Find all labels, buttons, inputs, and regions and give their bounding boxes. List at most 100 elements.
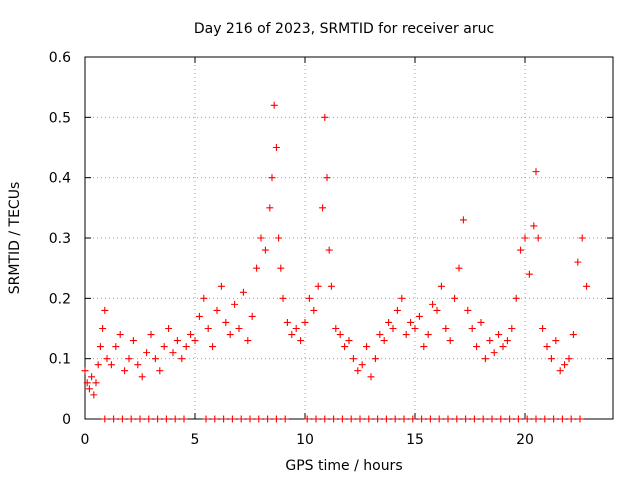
data-point [556, 367, 564, 375]
data-point [327, 282, 335, 290]
data-point [257, 234, 265, 242]
baseline-point [237, 415, 245, 423]
baseline-point [462, 415, 470, 423]
data-point [277, 264, 285, 272]
data-point [217, 282, 225, 290]
data-point [385, 318, 393, 326]
data-point [200, 294, 208, 302]
data-point [323, 174, 331, 182]
baseline-point [409, 415, 417, 423]
y-tick-label: 0.2 [49, 291, 71, 307]
data-point [490, 349, 498, 357]
data-point [532, 168, 540, 176]
data-point [310, 306, 318, 314]
data-point [376, 331, 384, 339]
data-point [173, 337, 181, 345]
data-point [112, 343, 120, 351]
data-point [226, 331, 234, 339]
data-point [512, 294, 520, 302]
data-point [561, 361, 569, 369]
baseline-point [211, 415, 219, 423]
x-tick-label: 10 [296, 432, 314, 448]
data-point [437, 282, 445, 290]
y-tick-label: 0 [62, 412, 71, 428]
data-point [134, 361, 142, 369]
data-point [231, 300, 239, 308]
data-point [94, 361, 102, 369]
data-point [88, 373, 96, 381]
baseline-point [558, 415, 566, 423]
data-point [92, 379, 100, 387]
data-point [275, 234, 283, 242]
data-point [266, 204, 274, 212]
data-point [336, 331, 344, 339]
data-point [270, 101, 278, 109]
data-point [569, 331, 577, 339]
baseline-point [154, 415, 162, 423]
baseline-point [110, 415, 118, 423]
baseline-point [303, 415, 311, 423]
baseline-point [264, 415, 272, 423]
data-point [525, 270, 533, 278]
data-point [407, 318, 415, 326]
baseline-point [532, 415, 540, 423]
data-point [107, 361, 115, 369]
baseline-point [426, 415, 434, 423]
data-point [195, 312, 203, 320]
data-point [151, 355, 159, 363]
data-point [121, 367, 129, 375]
data-point [446, 337, 454, 345]
data-point [283, 318, 291, 326]
data-point [314, 282, 322, 290]
data-point [398, 294, 406, 302]
data-point [341, 343, 349, 351]
baseline-point [272, 415, 280, 423]
baseline-point [470, 415, 478, 423]
data-point [481, 355, 489, 363]
data-point [499, 343, 507, 351]
data-point [213, 306, 221, 314]
data-point [495, 331, 503, 339]
data-point [451, 294, 459, 302]
baseline-point [418, 415, 426, 423]
data-point [187, 331, 195, 339]
data-point [182, 343, 190, 351]
data-point [85, 385, 93, 393]
baseline-point [338, 415, 346, 423]
data-point [138, 373, 146, 381]
axis-ticks: 0 0.1 0.2 0.3 0.4 0.5 0.6 0 5 10 15 20 [49, 50, 613, 448]
data-point [565, 355, 573, 363]
baseline-point [145, 415, 153, 423]
baseline-point [488, 415, 496, 423]
data-point [222, 318, 230, 326]
baseline-point [550, 415, 558, 423]
data-point [547, 355, 555, 363]
data-point [209, 343, 217, 351]
data-point [455, 264, 463, 272]
data-point [402, 331, 410, 339]
data-point [143, 349, 151, 357]
data-point [363, 343, 371, 351]
baseline-point [497, 415, 505, 423]
data-point [125, 355, 133, 363]
baseline-point [365, 415, 373, 423]
data-point [552, 337, 560, 345]
baseline-point [514, 415, 522, 423]
data-point [235, 325, 243, 332]
data-point [345, 337, 353, 345]
data-point [530, 222, 538, 230]
baseline-point [374, 415, 382, 423]
data-point [272, 144, 280, 151]
y-tick-label: 0.4 [49, 171, 71, 187]
data-point [389, 325, 397, 332]
baseline-point [101, 415, 109, 423]
data-point [517, 246, 525, 254]
data-point [292, 325, 300, 332]
data-point [424, 331, 432, 339]
data-point [411, 325, 419, 332]
data-point [116, 331, 124, 339]
baseline-point [202, 415, 210, 423]
baseline-point [356, 415, 364, 423]
baseline-point [312, 415, 320, 423]
